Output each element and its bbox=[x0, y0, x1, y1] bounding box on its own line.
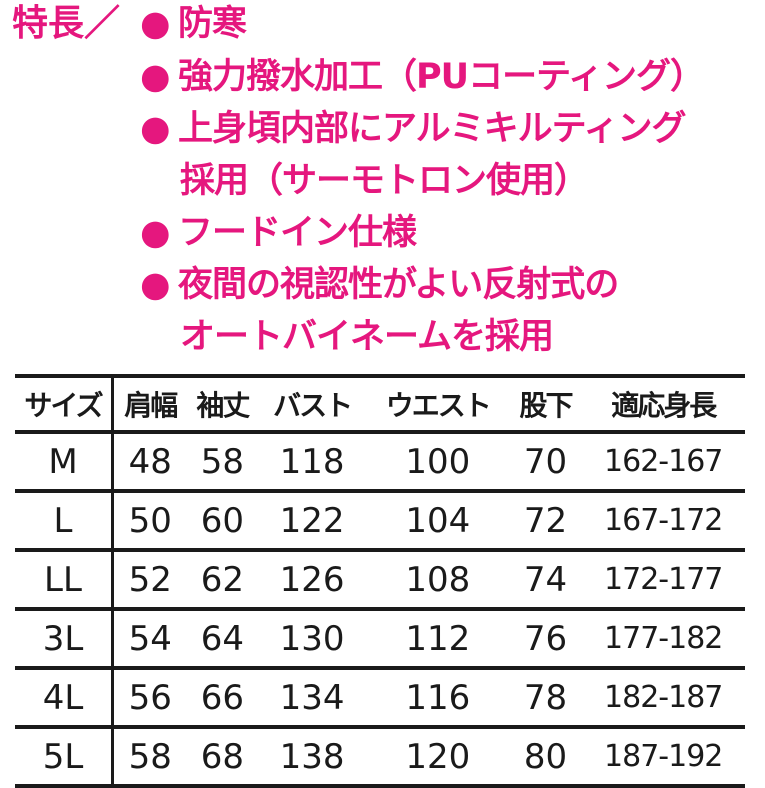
bullet-icon: ● bbox=[140, 4, 171, 44]
table-cell: 177-182 bbox=[581, 609, 745, 670]
feature-text: 強力撥水加工（PUコーティング） bbox=[178, 57, 705, 97]
table-row: 5L 58 68 138 120 80 187-192 bbox=[15, 727, 745, 788]
size-cell: M bbox=[15, 432, 114, 493]
feature-item: ● 上身頃内部にアルミキルティング bbox=[140, 107, 687, 151]
table-cell: 138 bbox=[258, 727, 366, 788]
feature-text-continued: オートバイネームを採用 bbox=[180, 317, 554, 357]
table-cell: 74 bbox=[509, 550, 582, 611]
table-cell: 54 bbox=[112, 609, 187, 670]
feature-item: ● 防寒 bbox=[140, 2, 247, 46]
table-cell: 72 bbox=[509, 491, 582, 552]
table-cell: 100 bbox=[365, 432, 510, 493]
column-header: バスト bbox=[258, 374, 366, 434]
feature-text-continued: 採用（サーモトロン使用） bbox=[180, 161, 589, 201]
table-cell: 122 bbox=[258, 491, 366, 552]
table-cell: 80 bbox=[509, 727, 582, 788]
feature-item: ● フードイン仕様 bbox=[140, 211, 417, 255]
table-cell: 52 bbox=[112, 550, 187, 611]
table-row: 4L 56 66 134 116 78 182-187 bbox=[15, 668, 745, 729]
table-header-row: サイズ 肩幅 袖丈 バスト ウエスト 股下 適応身長 bbox=[15, 374, 745, 434]
table-cell: 78 bbox=[509, 668, 582, 729]
feature-item: ● 夜間の視認性がよい反射式の bbox=[140, 263, 619, 307]
table-cell: 48 bbox=[112, 432, 187, 493]
feature-text: 防寒 bbox=[178, 4, 247, 44]
column-header: 肩幅 bbox=[112, 374, 187, 434]
table-row: 3L 54 64 130 112 76 177-182 bbox=[15, 609, 745, 670]
size-cell: 3L bbox=[15, 609, 114, 670]
features-label: 特長／ bbox=[12, 3, 121, 44]
size-cell: LL bbox=[15, 550, 114, 611]
table-cell: 118 bbox=[258, 432, 366, 493]
table-cell: 58 bbox=[186, 432, 259, 493]
table-cell: 62 bbox=[186, 550, 259, 611]
feature-text: 上身頃内部にアルミキルティング bbox=[178, 109, 687, 149]
table-cell: 56 bbox=[112, 668, 187, 729]
table-cell: 108 bbox=[365, 550, 510, 611]
table-row: LL 52 62 126 108 74 172-177 bbox=[15, 550, 745, 611]
bullet-icon: ● bbox=[140, 265, 171, 305]
table-cell: 60 bbox=[186, 491, 259, 552]
table-cell: 182-187 bbox=[581, 668, 745, 729]
table-cell: 50 bbox=[112, 491, 187, 552]
table-cell: 64 bbox=[186, 609, 259, 670]
table-cell: 70 bbox=[509, 432, 582, 493]
table-cell: 187-192 bbox=[581, 727, 745, 788]
size-cell: 4L bbox=[15, 668, 114, 729]
table-cell: 116 bbox=[365, 668, 510, 729]
table-cell: 172-177 bbox=[581, 550, 745, 611]
table-cell: 66 bbox=[186, 668, 259, 729]
table-row: L 50 60 122 104 72 167-172 bbox=[15, 491, 745, 552]
column-header: 袖丈 bbox=[186, 374, 259, 434]
size-table: サイズ 肩幅 袖丈 バスト ウエスト 股下 適応身長 M 48 58 118 100 70 162-16… bbox=[15, 374, 745, 788]
table-row: M 48 58 118 100 70 162-167 bbox=[15, 432, 745, 493]
table-cell: 162-167 bbox=[581, 432, 745, 493]
size-cell: L bbox=[15, 491, 114, 552]
table-cell: 68 bbox=[186, 727, 259, 788]
column-header: 適応身長 bbox=[581, 374, 745, 434]
table-cell: 58 bbox=[112, 727, 187, 788]
feature-text: フードイン仕様 bbox=[178, 213, 417, 253]
feature-item: ● 強力撥水加工（PUコーティング） bbox=[140, 55, 705, 99]
table-cell: 167-172 bbox=[581, 491, 745, 552]
bullet-icon: ● bbox=[140, 57, 171, 97]
table-cell: 104 bbox=[365, 491, 510, 552]
column-header: サイズ bbox=[15, 374, 114, 434]
size-cell: 5L bbox=[15, 727, 114, 788]
column-header: 股下 bbox=[509, 374, 582, 434]
table-cell: 126 bbox=[258, 550, 366, 611]
table-cell: 112 bbox=[365, 609, 510, 670]
bullet-icon: ● bbox=[140, 109, 171, 149]
table-cell: 134 bbox=[258, 668, 366, 729]
table-cell: 130 bbox=[258, 609, 366, 670]
table-cell: 76 bbox=[509, 609, 582, 670]
bullet-icon: ● bbox=[140, 213, 171, 253]
feature-text: 夜間の視認性がよい反射式の bbox=[178, 265, 619, 305]
table-cell: 120 bbox=[365, 727, 510, 788]
column-header: ウエスト bbox=[365, 374, 510, 434]
